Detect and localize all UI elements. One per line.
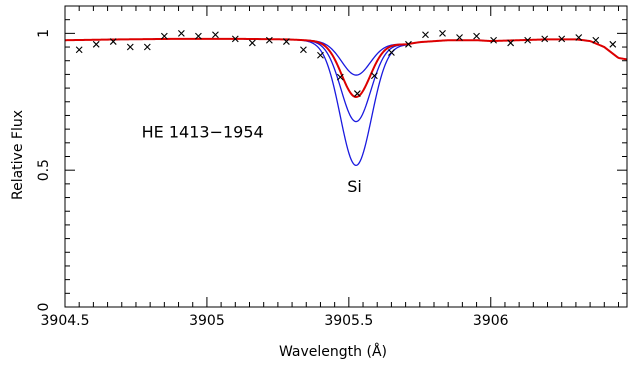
observed-point [473, 32, 480, 40]
observed-point [353, 90, 361, 97]
observed-point [231, 35, 239, 43]
observed-point [160, 32, 168, 40]
observed-point [507, 39, 515, 47]
observed-point [248, 39, 256, 47]
y-axis-tick-labels: 00.51 [36, 29, 52, 312]
y-tick-label: 0 [36, 303, 52, 312]
observed-point [75, 46, 83, 54]
observed-point [195, 32, 202, 40]
observed-point [283, 38, 290, 45]
x-tick-label: 3905 [189, 313, 225, 329]
y-axis-label: Relative Flux [10, 110, 26, 200]
model-lines [64, 38, 628, 167]
observed-point [336, 73, 344, 81]
model-line-1 [64, 38, 628, 76]
observed-point [388, 49, 395, 56]
x-tick-label: 3905.5 [324, 313, 373, 329]
observed-point [405, 40, 412, 48]
observed-point [439, 29, 446, 37]
best-fit-line [64, 37, 628, 98]
x-tick-label: 3904.5 [41, 313, 90, 329]
observed-point [609, 40, 617, 48]
observed-point [317, 51, 324, 59]
observed-point [300, 46, 307, 54]
y-axis-ticks [65, 5, 627, 308]
observed-point [541, 35, 549, 43]
observed-point [575, 34, 583, 41]
observed-point [143, 43, 151, 51]
observed-point [92, 40, 100, 48]
observed-point [212, 31, 219, 39]
star-name-annotation: HE 1413−1954 [142, 122, 264, 141]
x-tick-label: 3906 [473, 313, 509, 329]
y-tick-label: 1 [36, 29, 52, 38]
observed-point [109, 38, 117, 45]
observed-point [126, 43, 134, 51]
observed-point [490, 36, 497, 44]
element-label-annotation: Si [347, 177, 362, 196]
best-fit-line-group [64, 37, 628, 98]
observed-point [177, 29, 185, 37]
model-line-2 [64, 38, 628, 123]
observed-points [75, 29, 617, 97]
observed-point [456, 34, 463, 41]
observed-point [422, 31, 429, 39]
x-axis-label: Wavelength (Å) [279, 343, 387, 360]
observed-point [558, 35, 566, 43]
x-axis-tick-labels: 3904.5 3905 3905.5 3906 [41, 313, 509, 329]
y-tick-label: 0.5 [36, 159, 52, 181]
observed-point [524, 36, 532, 44]
plot-frame [64, 5, 628, 308]
observed-point [265, 36, 273, 44]
model-line-3 [64, 38, 628, 167]
observed-point [592, 36, 600, 44]
x-axis-ticks [64, 6, 619, 307]
observed-point [370, 72, 378, 80]
